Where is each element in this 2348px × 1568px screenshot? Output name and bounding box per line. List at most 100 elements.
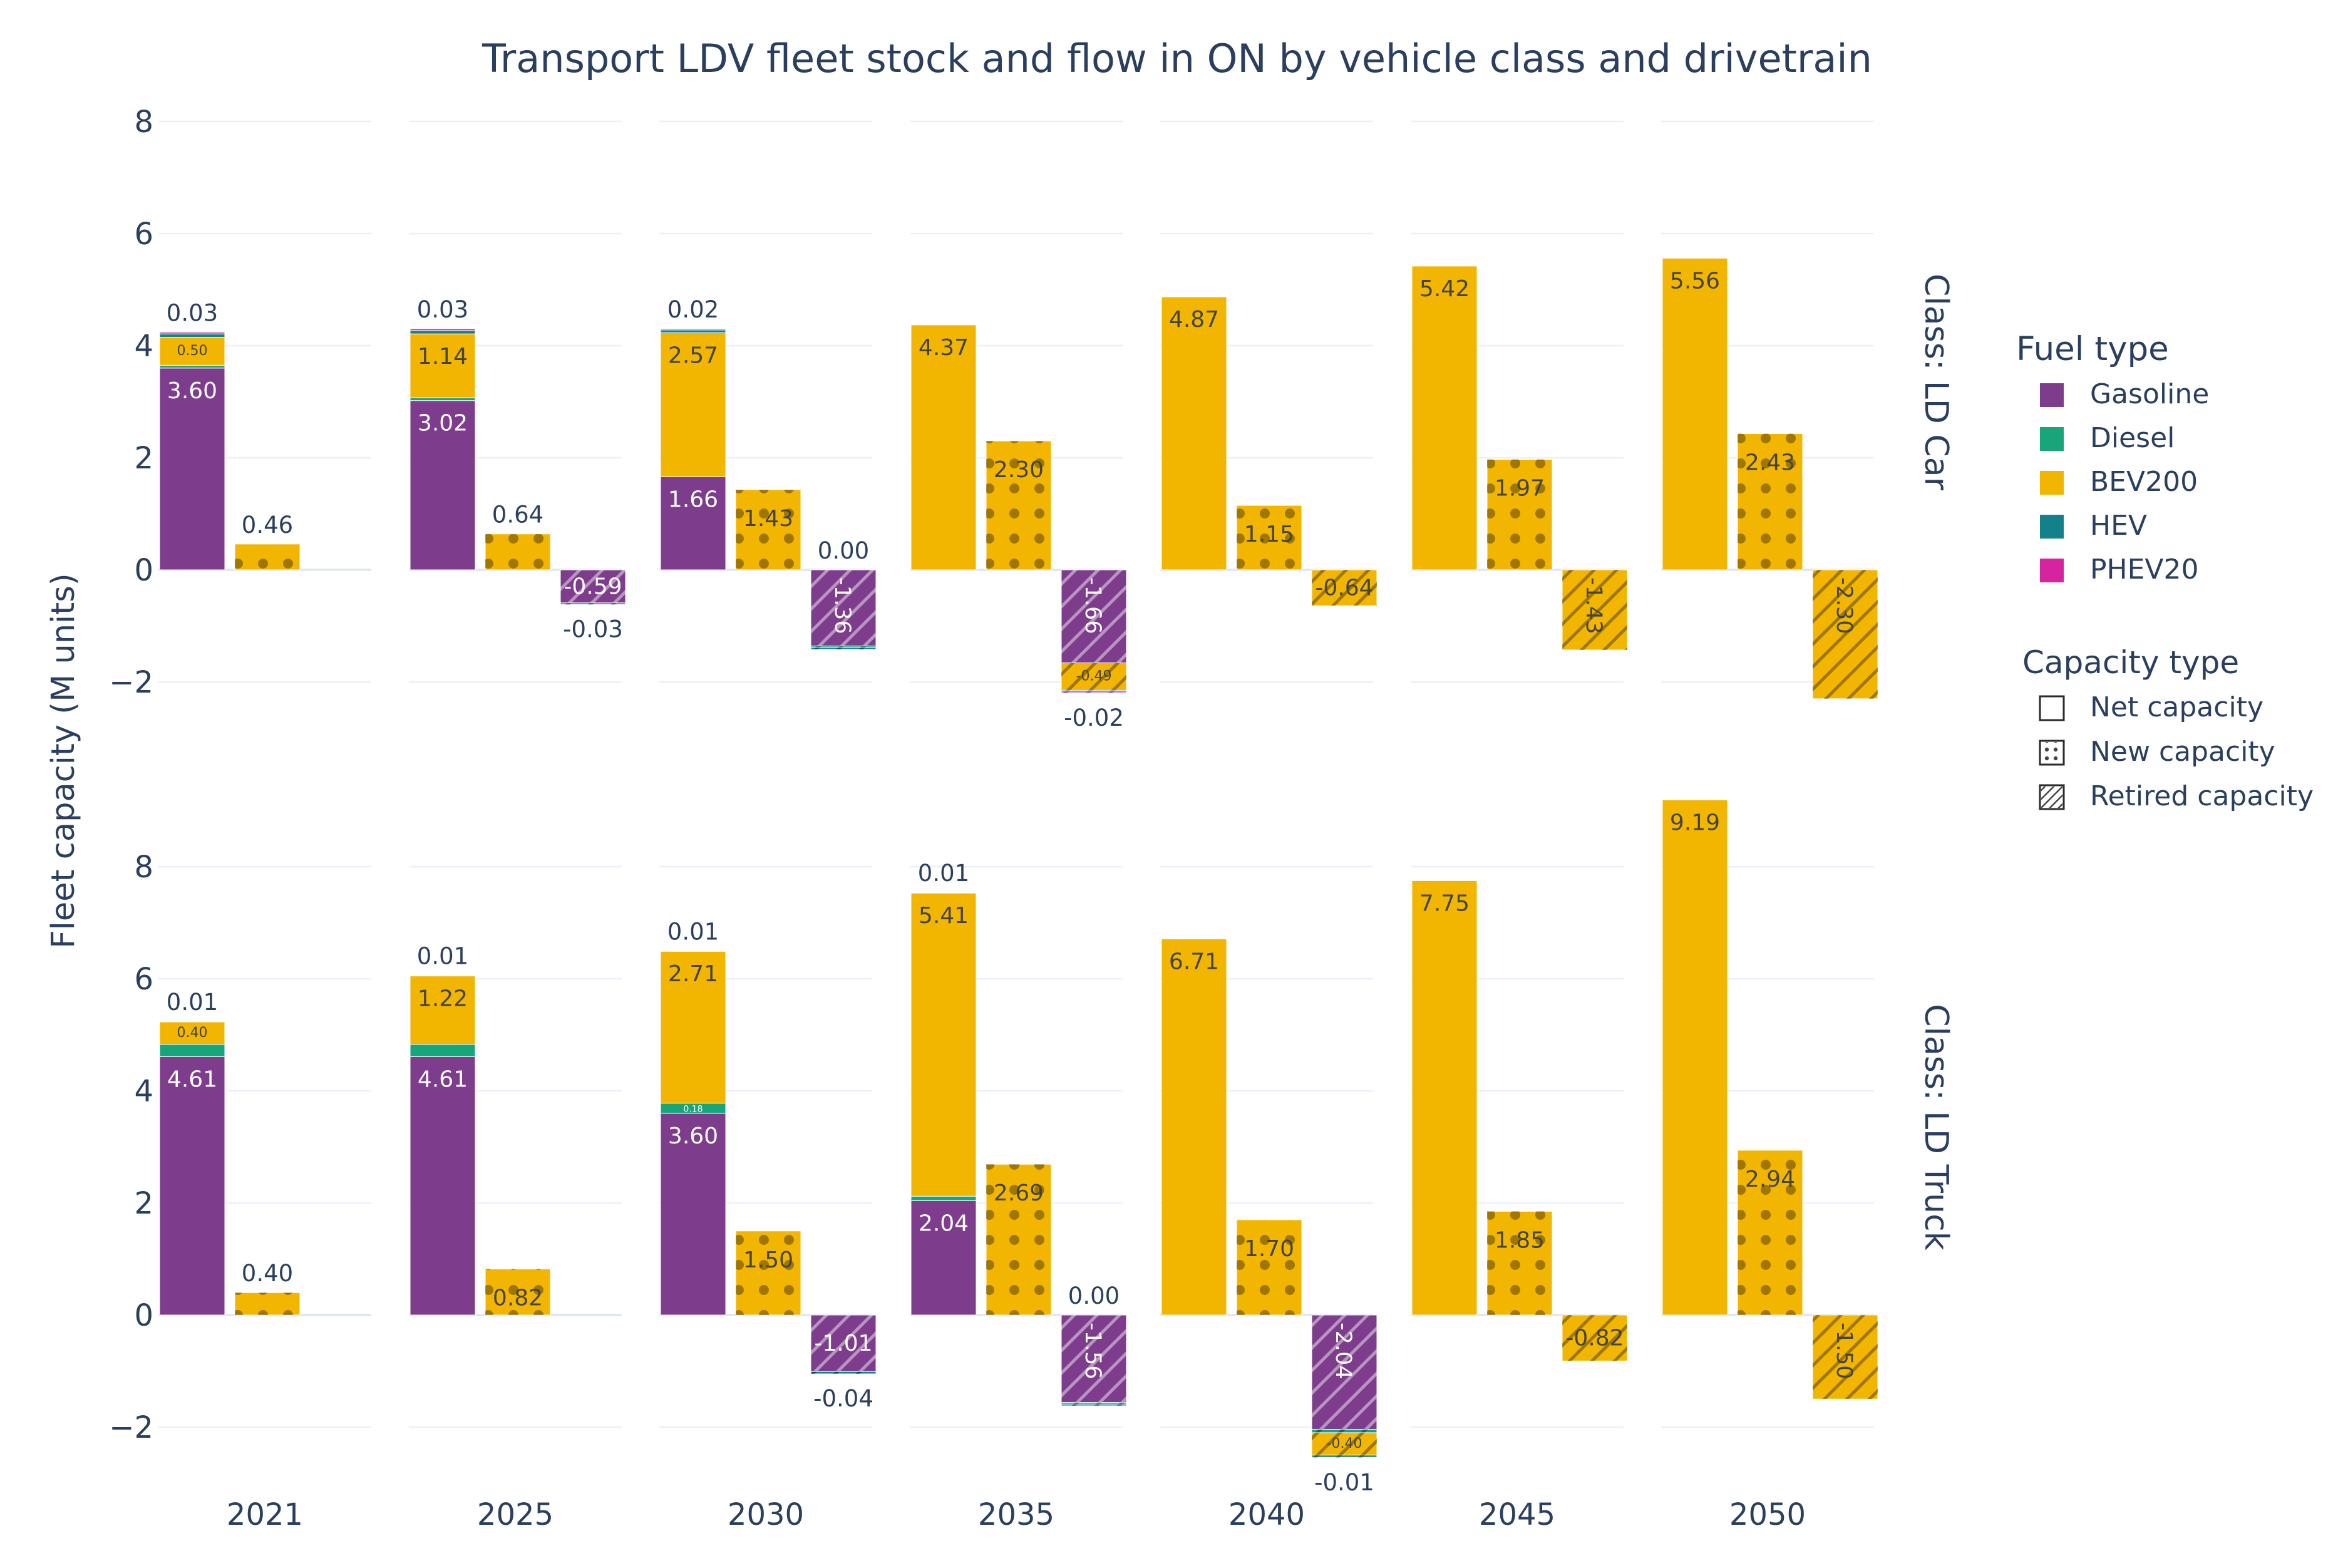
data-label-truck-2040-retired-phev20: -0.01: [1314, 1469, 1374, 1496]
data-label-car-2030-net-gasoline: 1.66: [668, 487, 718, 512]
bar-truck-2035-net-diesel: [910, 1195, 977, 1201]
data-label-car-2030-net-phev20: 0.02: [667, 296, 719, 323]
bar-truck-2040-new-bev200-pattern: [1237, 1219, 1302, 1315]
bar-truck-2021-new-bev200-pattern: [235, 1292, 300, 1315]
bar-car-2045-new-bev200-pattern: [1487, 459, 1552, 570]
bar-car-2040-net-bev200: [1161, 296, 1227, 570]
bar-car-2030-net-phev20: [660, 328, 726, 331]
facet-label-truck: Class: LD Truck: [1917, 1004, 1955, 1251]
bar-car-2030-new-bev200-pattern: [736, 490, 801, 570]
legend-label-new-capacity: New capacity: [2090, 736, 2275, 768]
bar-car-2035-retired-phev20-pattern: [1061, 692, 1126, 693]
bar-truck-2040-retired-bev200-pattern: [1312, 1432, 1377, 1455]
data-label-truck-2030-retired-gasoline: -1.01: [814, 1331, 872, 1356]
y-tick-label-car: 2: [134, 441, 153, 476]
bar-car-2040-new-bev200-pattern: [1237, 505, 1302, 570]
bar-truck-2050-net-bev200: [1662, 799, 1728, 1316]
bar-car-2040-retired-bev200-pattern: [1312, 570, 1377, 606]
legend-label-net-capacity: Net capacity: [2090, 691, 2263, 723]
bar-truck-2025-net-bev200: [409, 976, 476, 1045]
legend: Fuel type GasolineDieselBEV200HEVPHEV20 …: [2016, 330, 2314, 812]
legend-swatch-phev20: [2040, 559, 2064, 582]
legend-label-diesel: Diesel: [2090, 422, 2175, 454]
x-tick-label-2050: 2050: [1729, 1497, 1806, 1532]
legend-label-phev20: PHEV20: [2090, 554, 2199, 585]
bar-car-2030-net-hev: [660, 329, 726, 333]
data-label-truck-2021-new-bev200: 0.40: [242, 1260, 293, 1287]
data-label-truck-2025-net-bev200: 1.22: [418, 986, 468, 1012]
bar-car-2021-net-phev20: [159, 332, 225, 334]
data-label-car-2035-retired-bev200: -0.49: [1076, 668, 1112, 684]
legend-swatch-hev: [2040, 515, 2064, 539]
data-label-truck-2040-new-bev200: 1.70: [1244, 1236, 1294, 1262]
data-label-truck-2030-retired-hev: -0.04: [813, 1385, 873, 1412]
bar-car-2025-net-phev20: [409, 328, 476, 331]
data-label-truck-2035-new-bev200: 2.69: [994, 1180, 1044, 1206]
data-label-car-2030-retired-phev20: 0.00: [818, 537, 869, 564]
data-label-car-2050-new-bev200: 2.43: [1745, 450, 1795, 476]
bar-car-2050-new-bev200-pattern: [1738, 433, 1803, 570]
data-label-car-2045-retired-bev200: -1.43: [1581, 577, 1606, 634]
data-label-car-2025-net-bev200: 1.14: [418, 344, 468, 369]
bar-truck-2030-new-bev200-pattern: [736, 1230, 801, 1315]
data-label-truck-2035-retired-gasoline: -1.56: [1080, 1323, 1105, 1380]
bar-car-2035-retired-hev-pattern: [1061, 690, 1126, 693]
bar-truck-2021-net-phev20: [159, 1021, 225, 1023]
bar-truck-2021-net-gasoline: [159, 1056, 225, 1316]
bar-truck-2050-retired-bev200-pattern: [1813, 1315, 1878, 1400]
data-label-car-2025-net-gasoline: 3.02: [418, 411, 468, 436]
bars: [159, 257, 1878, 1458]
data-label-car-2025-net-phev20: 0.03: [417, 296, 468, 323]
bar-truck-2035-net-phev20: [910, 892, 977, 894]
legend-fuel-title: Fuel type: [2016, 330, 2169, 368]
bar-car-2021-net-gasoline: [159, 368, 225, 570]
y-tick-label-truck: 8: [134, 850, 153, 885]
data-label-car-2040-retired-bev200: -0.64: [1315, 575, 1373, 601]
data-label-truck-2035-retired-phev20: 0.00: [1068, 1282, 1120, 1309]
legend-label-retired-capacity: Retired capacity: [2090, 780, 2314, 812]
data-label-truck-2040-net-bev200: 6.71: [1169, 949, 1219, 974]
data-label-truck-2030-new-bev200: 1.50: [743, 1247, 793, 1273]
data-label-truck-2035-net-gasoline: 2.04: [919, 1210, 969, 1236]
data-label-car-2021-net-phev20: 0.03: [167, 300, 218, 327]
bar-car-2030-net-bev200: [660, 332, 726, 477]
y-tick-label-truck: −2: [109, 1410, 153, 1445]
facet-label-car: Class: LD Car: [1917, 274, 1955, 491]
bar-truck-2050-new-bev200-pattern: [1738, 1150, 1803, 1315]
bar-truck-2025-new-bev200-pattern: [485, 1269, 550, 1315]
data-label-car-2040-new-bev200: 1.15: [1244, 522, 1294, 547]
data-label-truck-2035-net-phev20: 0.01: [918, 860, 969, 887]
data-label-car-2035-new-bev200: 2.30: [994, 457, 1044, 483]
bar-truck-2035-retired-diesel-pattern: [1061, 1402, 1126, 1405]
data-label-truck-2030-net-gasoline: 3.60: [668, 1123, 718, 1149]
bar-truck-2040-net-bev200: [1161, 938, 1227, 1316]
data-label-car-2025-retired-diesel: -0.03: [563, 616, 623, 642]
data-label-truck-2021-net-bev200: 0.40: [177, 1025, 208, 1041]
bar-truck-2045-net-bev200: [1411, 880, 1478, 1316]
bar-car-2035-retired-bev200-pattern: [1061, 663, 1126, 691]
data-label-car-2040-net-bev200: 4.87: [1169, 307, 1219, 333]
legend-swatch-net-capacity: [2039, 695, 2065, 721]
data-label-truck-2021-net-phev20: 0.01: [167, 989, 218, 1016]
legend-label-bev200: BEV200: [2090, 466, 2198, 498]
bar-car-2050-retired-bev200-pattern: [1813, 570, 1878, 699]
data-label-truck-2040-retired-gasoline: -2.04: [1331, 1323, 1356, 1380]
bar-truck-2030-net-bev200: [660, 951, 726, 1104]
bar-truck-2030-retired-gasoline-pattern: [811, 1315, 876, 1372]
legend-capacity-items: Net capacity New capacity Retired capacity: [2039, 691, 2314, 812]
bar-car-2025-net-gasoline: [409, 400, 476, 570]
bar-car-2035-net-bev200: [910, 324, 977, 570]
data-label-car-2035-net-bev200: 4.37: [919, 335, 969, 361]
data-label-truck-2040-retired-bev200: -0.40: [1327, 1436, 1362, 1452]
bar-truck-2035-net-bev200: [910, 892, 977, 1197]
chart-title: Transport LDV fleet stock and flow in ON…: [481, 36, 1872, 81]
bar-truck-2040-retired-diesel-pattern: [1312, 1429, 1377, 1433]
bar-truck-2025-net-diesel: [409, 1044, 476, 1057]
legend-label-hev: HEV: [2090, 510, 2147, 542]
bar-car-2021-net-bev200: [159, 337, 225, 366]
legend-swatch-bev200: [2040, 471, 2064, 495]
data-label-car-2050-retired-bev200: -2.30: [1831, 577, 1856, 634]
data-label-truck-2050-net-bev200: 9.19: [1670, 810, 1720, 835]
data-label-truck-2045-retired-bev200: -0.82: [1565, 1326, 1624, 1351]
bar-truck-2030-retired-hev-pattern: [811, 1371, 876, 1374]
